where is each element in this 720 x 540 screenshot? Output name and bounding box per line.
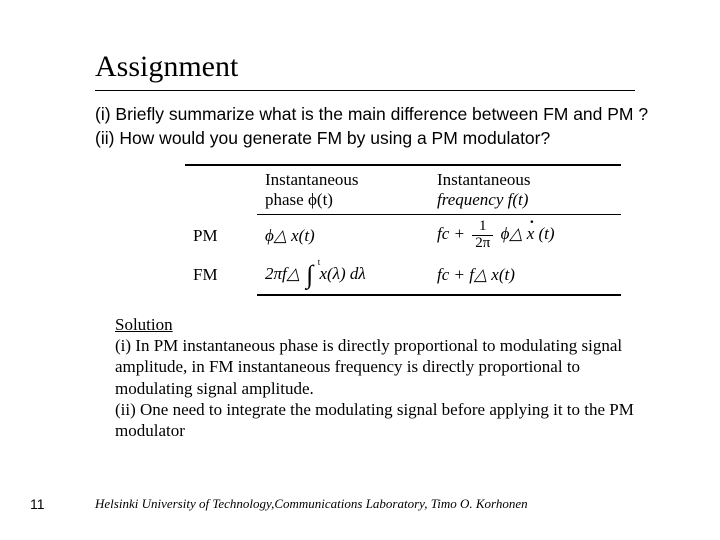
question-2: (ii) How would you generate FM by using … [95,127,655,151]
row2-phase-suffix: x(λ) dλ [319,264,365,283]
row1-phase: ϕ△ x(t) [257,215,429,256]
row1-label: PM [185,215,257,256]
solution-line1: (i) In PM instantaneous phase is directl… [115,336,622,398]
q2-text: How would you generate FM by using a PM … [119,128,550,148]
solution-line2: (ii) One need to integrate the modulatin… [115,400,634,440]
row1-phase-text: ϕ△ x(t) [265,226,315,245]
row2-phase: 2πf△ ∫t x(λ) dλ [257,256,429,295]
q2-label: (ii) [95,128,114,148]
title: Assignment [95,50,660,84]
row1-freq-suffix: ϕ△ [501,224,527,243]
row1-freq: fc + 1 2π ϕ△ x (t) [429,215,621,256]
slide: Assignment (i) Briefly summarize what is… [0,0,720,540]
questions-block: (i) Briefly summarize what is the main d… [95,103,655,150]
row2-label: FM [185,256,257,295]
col2-l2: phase ϕ(t) [265,190,333,209]
header-row: Instantaneous phase ϕ(t) Instantaneous f… [185,165,621,215]
col1-header [185,165,257,215]
int-sup: t [318,257,321,267]
q1-label: (i) [95,104,111,124]
fm-pm-table-wrap: Instantaneous phase ϕ(t) Instantaneous f… [185,164,660,296]
col2-header: Instantaneous phase ϕ(t) [257,165,429,215]
row1-frac-num: 1 [472,219,493,236]
col3-header: Instantaneous frequency f(t) [429,165,621,215]
row2-freq: fc + f△ x(t) [429,256,621,295]
page-number: 11 [30,496,45,512]
integral-icon: ∫t [306,260,313,290]
col3-l2: frequency f(t) [437,190,528,209]
solution-heading: Solution [115,315,173,334]
q1-text: Briefly summarize what is the main diffe… [115,104,648,124]
row2-phase-prefix: 2πf△ [265,264,300,283]
footer-text: Helsinki University of Technology,Commun… [95,496,528,512]
row1-frac: 1 2π [472,219,493,252]
row-pm: PM ϕ△ x(t) fc + 1 2π ϕ△ x (t) [185,215,621,256]
fm-pm-table: Instantaneous phase ϕ(t) Instantaneous f… [185,164,621,296]
col2-l1: Instantaneous [265,170,358,189]
row1-frac-den: 2π [472,236,493,252]
row1-xdot: x [527,224,535,244]
row1-freq-tail: (t) [539,224,555,243]
row-fm: FM 2πf△ ∫t x(λ) dλ fc + f△ x(t) [185,256,621,295]
col3-l1: Instantaneous [437,170,530,189]
title-rule [95,90,635,91]
row1-freq-prefix: fc + [437,224,465,243]
solution-block: Solution (i) In PM instantaneous phase i… [115,314,635,442]
question-1: (i) Briefly summarize what is the main d… [95,103,655,127]
